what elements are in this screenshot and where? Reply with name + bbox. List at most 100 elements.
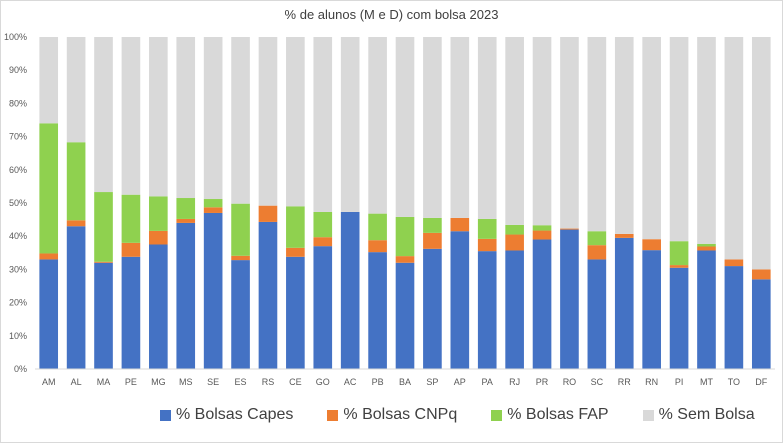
bar-segment: [39, 253, 59, 260]
bar-segment: [642, 37, 661, 240]
bar-segment: [149, 230, 168, 245]
bar-segment: [532, 225, 552, 231]
x-tick-label: SE: [207, 377, 219, 387]
bar-segment: [258, 221, 278, 369]
bar-segment: [642, 250, 661, 369]
bar-segment: [313, 246, 333, 369]
x-tick-label: MA: [97, 377, 111, 387]
bar-segment: [614, 37, 634, 234]
y-tick-label: 40%: [9, 231, 27, 241]
x-tick-label: MG: [151, 377, 166, 387]
bar-segment: [642, 239, 661, 251]
bar-segment: [176, 218, 196, 223]
legend-item: % Bolsas FAP: [491, 406, 609, 424]
bar-segment: [368, 252, 387, 369]
x-tick-label: CE: [289, 377, 302, 387]
bar-segment: [176, 37, 196, 199]
bar-segment: [94, 192, 113, 262]
bar-segment: [669, 267, 689, 369]
bar-segment: [669, 241, 689, 266]
bar-segment: [231, 255, 250, 261]
bar-segment: [724, 259, 744, 267]
bar-segment: [231, 203, 250, 256]
bar-segment: [231, 37, 250, 204]
x-tick-label: GO: [316, 377, 330, 387]
bar-segment: [203, 212, 223, 369]
bar-segment: [614, 237, 634, 369]
bar-segment: [560, 229, 579, 369]
bar-segment: [560, 37, 579, 229]
x-tick-label: PE: [125, 377, 137, 387]
y-tick-label: 30%: [9, 264, 27, 274]
bar-segment: [313, 37, 333, 212]
legend: % Bolsas Capes % Bolsas CNPq % Bolsas FAP%…: [160, 406, 755, 424]
y-tick-label: 60%: [9, 165, 27, 175]
bar-segment: [258, 205, 278, 222]
y-tick-label: 80%: [9, 98, 27, 108]
y-tick-label: 90%: [9, 65, 27, 75]
bar-segment: [203, 207, 223, 213]
x-tick-label: AL: [71, 377, 82, 387]
y-tick-label: 70%: [9, 132, 27, 142]
x-tick-label: SC: [591, 377, 604, 387]
bar-segment: [505, 250, 524, 369]
y-tick-label: 50%: [9, 198, 27, 208]
bar-segment: [697, 37, 716, 244]
x-tick-label: RN: [645, 377, 658, 387]
bar-segment: [477, 251, 497, 369]
legend-label: % Bolsas FAP: [507, 406, 609, 423]
bar-segment: [614, 233, 634, 238]
legend-label: % Sem Bolsa: [658, 406, 755, 423]
bar-segment: [39, 37, 59, 124]
x-tick-label: PB: [372, 377, 384, 387]
bar-segment: [532, 239, 552, 369]
legend-swatch: [491, 409, 503, 421]
x-tick-label: TO: [728, 377, 740, 387]
bar-segment: [587, 37, 607, 232]
bar-segment: [368, 213, 387, 241]
bar-segment: [258, 37, 278, 206]
x-tick-label: BA: [399, 377, 411, 387]
legend-swatch: [327, 409, 339, 421]
x-tick-label: SP: [426, 377, 438, 387]
bar-segment: [66, 37, 86, 143]
bar-segment: [66, 226, 86, 369]
bar-segment: [423, 232, 442, 249]
x-tick-label: MT: [700, 377, 713, 387]
bar-segment: [751, 279, 771, 369]
bar-segment: [724, 37, 744, 260]
bar-segment: [368, 240, 387, 253]
bar-segment: [395, 37, 415, 217]
x-tick-label: AM: [42, 377, 56, 387]
bar-segment: [477, 238, 497, 252]
bar-segment: [39, 123, 59, 254]
bar-segment: [587, 245, 607, 260]
bar-segment: [587, 231, 607, 246]
legend-item: % Bolsas Capes: [160, 406, 293, 424]
bar-segment: [477, 218, 497, 239]
bar-segment: [340, 37, 360, 212]
bar-segment: [532, 230, 552, 240]
x-tick-label: PA: [482, 377, 493, 387]
bar-segment: [477, 37, 497, 219]
x-tick-label: AC: [344, 377, 357, 387]
bar-segment: [66, 220, 86, 227]
x-tick-label: RJ: [509, 377, 520, 387]
legend-item: % Bolsas CNPq: [327, 406, 457, 424]
bar-segment: [94, 37, 113, 193]
bar-segment: [423, 37, 442, 218]
y-tick-label: 0%: [14, 364, 27, 374]
bar-segment: [724, 266, 744, 369]
bar-segment: [697, 250, 716, 369]
bar-segment: [176, 198, 196, 219]
bar-segment: [450, 37, 470, 218]
bar-segment: [286, 247, 305, 257]
x-tick-label: ES: [235, 377, 247, 387]
bar-segment: [587, 259, 607, 369]
bar-segment: [149, 196, 168, 231]
bar-segment: [203, 37, 223, 200]
x-tick-label: RS: [262, 377, 275, 387]
bar-segment: [450, 217, 470, 232]
bar-segment: [505, 224, 524, 235]
bar-segment: [669, 265, 689, 268]
